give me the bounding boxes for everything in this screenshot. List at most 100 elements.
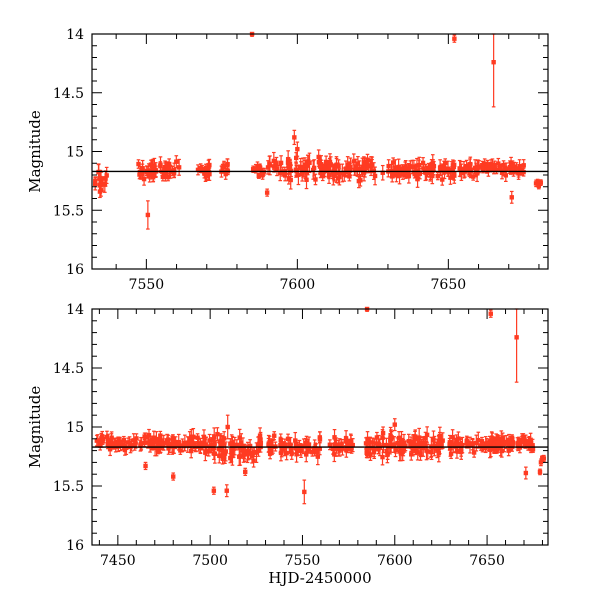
data-point xyxy=(372,166,378,186)
bottom-plot-frame xyxy=(91,308,549,546)
y-tick-label: 16 xyxy=(66,538,84,554)
bottom-axis-ticks xyxy=(92,308,548,546)
data-point xyxy=(136,159,141,169)
data-point xyxy=(420,157,426,169)
outlier-point xyxy=(452,34,457,43)
data-point xyxy=(336,159,341,174)
y-tick-label: 16 xyxy=(66,262,84,278)
data-point xyxy=(217,448,222,464)
x-tick-label: 7500 xyxy=(192,553,228,569)
data-point xyxy=(474,434,479,452)
bottom-data-points xyxy=(94,306,547,505)
data-point xyxy=(109,442,115,450)
x-tick-label: 7450 xyxy=(100,553,136,569)
data-point xyxy=(446,167,451,177)
top-axis-ticks xyxy=(92,33,548,270)
data-point xyxy=(97,172,102,185)
outlier-point xyxy=(98,183,104,197)
data-point xyxy=(158,156,163,174)
outlier-point xyxy=(491,33,496,108)
data-point xyxy=(435,171,440,181)
top-plot-frame xyxy=(91,33,549,270)
data-point xyxy=(176,158,182,176)
data-point xyxy=(95,434,101,447)
data-point xyxy=(154,439,159,457)
data-point xyxy=(198,442,203,454)
data-point xyxy=(367,438,372,459)
outlier-point xyxy=(145,200,151,230)
data-point xyxy=(182,434,188,452)
data-point xyxy=(471,447,477,458)
data-point xyxy=(450,159,456,172)
outlier-point xyxy=(224,484,229,498)
data-point xyxy=(536,182,542,190)
data-point xyxy=(389,431,394,444)
data-point xyxy=(223,441,228,462)
outlier-point xyxy=(225,414,230,440)
data-point xyxy=(503,434,509,450)
data-point xyxy=(340,163,345,183)
data-point xyxy=(299,165,305,182)
data-point xyxy=(369,158,375,171)
data-point xyxy=(167,438,172,454)
y-tick-label: 14 xyxy=(66,27,84,43)
data-point xyxy=(372,438,377,460)
bottom-panel: 7450 7500 7550 7600 7650 14 14.5 15 15.5 16 Magni… xyxy=(26,302,549,587)
data-point xyxy=(494,166,499,175)
data-point xyxy=(245,445,250,464)
outlier-point xyxy=(523,466,529,480)
y-tick-label: 15 xyxy=(66,145,84,161)
top-data-points xyxy=(93,31,543,230)
data-point xyxy=(359,164,364,176)
data-point xyxy=(141,172,147,186)
data-point xyxy=(287,438,292,454)
data-point xyxy=(416,159,422,172)
data-point xyxy=(327,153,333,171)
top-panel: 7550 7600 7650 14 14.5 15 15.5 16 Magnitude xyxy=(26,27,549,293)
data-point xyxy=(436,435,441,452)
data-point xyxy=(348,434,354,452)
data-point xyxy=(278,436,283,454)
data-point xyxy=(537,468,543,476)
data-point xyxy=(538,458,544,467)
data-point xyxy=(167,161,172,177)
data-point xyxy=(374,431,380,444)
x-tick-label: 7650 xyxy=(431,277,467,293)
top-y-axis-title: Magnitude xyxy=(26,110,44,193)
data-point xyxy=(440,173,445,186)
x-tick-label: 7550 xyxy=(285,553,321,569)
data-point xyxy=(397,441,402,462)
data-point xyxy=(448,448,454,460)
outlier-point xyxy=(392,418,397,432)
data-point xyxy=(243,445,248,457)
data-point xyxy=(406,433,411,449)
data-point xyxy=(225,158,230,171)
data-point xyxy=(476,160,482,174)
data-point xyxy=(352,164,357,176)
data-point xyxy=(294,443,300,455)
data-point xyxy=(121,435,127,445)
data-point xyxy=(143,432,149,443)
data-point xyxy=(147,439,153,453)
data-point xyxy=(441,165,447,175)
data-point xyxy=(271,151,277,170)
outlier-point xyxy=(243,467,248,476)
data-point xyxy=(219,435,225,453)
data-point xyxy=(331,166,336,181)
data-point xyxy=(511,167,516,177)
data-point xyxy=(465,436,470,449)
data-point xyxy=(340,441,345,456)
data-point xyxy=(171,437,176,454)
data-point xyxy=(229,448,234,463)
x-tick-label: 7600 xyxy=(280,277,316,293)
outlier-point xyxy=(514,308,519,383)
data-point xyxy=(317,431,323,448)
data-point xyxy=(158,441,163,454)
data-point xyxy=(118,439,123,447)
y-tick-label: 14.5 xyxy=(53,86,84,102)
y-tick-label: 15.5 xyxy=(53,479,84,495)
data-point xyxy=(333,439,339,457)
data-point xyxy=(393,443,399,454)
data-point xyxy=(390,157,396,168)
